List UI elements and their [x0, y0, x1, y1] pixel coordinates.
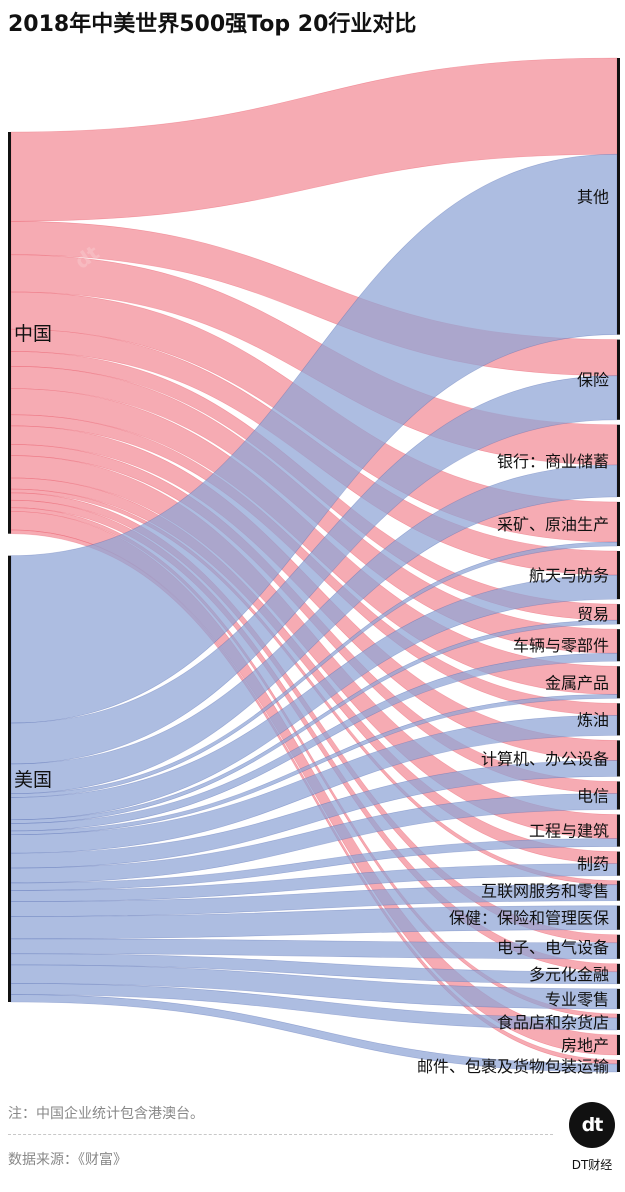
target-node-bar — [617, 781, 620, 810]
target-node-bar — [617, 963, 620, 984]
target-node-label: 邮件、包裹及货物包装运输 — [417, 1057, 609, 1076]
flow-link-1-8 — [10, 715, 618, 854]
target-node-label: 车辆与零部件 — [513, 636, 609, 655]
nodes — [8, 58, 620, 1072]
target-node-label: 互联网服务和零售 — [481, 882, 609, 901]
target-node-bar — [617, 629, 620, 662]
target-node-bar — [617, 551, 620, 600]
target-node-label: 多元化金融 — [529, 965, 609, 984]
target-node-bar — [617, 501, 620, 547]
target-node-bar — [617, 339, 620, 420]
flow-links — [10, 57, 618, 1073]
divider — [8, 1134, 553, 1135]
target-node-label: 工程与建筑 — [529, 822, 609, 841]
target-node-label: 航天与防务 — [529, 566, 609, 585]
data-source: 数据来源：《财富》 — [8, 1152, 127, 1168]
flow-link-1-7 — [10, 694, 618, 835]
source-node-label: 中国 — [14, 323, 52, 345]
target-node-label: 采矿、原油生产 — [497, 515, 609, 534]
target-node-label: 贸易 — [577, 605, 609, 624]
target-node-bar — [617, 988, 620, 1009]
target-node-bar — [617, 814, 620, 847]
target-node-bar — [617, 424, 620, 497]
flow-link-1-1 — [10, 375, 618, 765]
target-node-bar — [617, 1059, 620, 1072]
target-node-label: 计算机、办公设备 — [481, 749, 609, 768]
chart-title: 2018年中美世界500强Top 20行业对比 — [8, 12, 417, 37]
target-node-label: 保健：保险和管理医保 — [449, 909, 609, 928]
flow-link-1-13 — [10, 884, 618, 917]
source-node-label: 美国 — [14, 769, 52, 791]
source-node-bar — [8, 132, 11, 534]
target-node-label: 房地产 — [561, 1036, 609, 1055]
target-node-label: 专业零售 — [545, 990, 609, 1009]
brand-name: DT财经 — [571, 1158, 613, 1172]
target-node-bar — [617, 1034, 620, 1055]
target-node-bar — [617, 740, 620, 777]
flow-link-1-9 — [10, 760, 618, 869]
target-node-bar — [617, 666, 620, 699]
target-node-bar — [617, 58, 620, 335]
brand-logo: dt — [569, 1102, 615, 1148]
target-node-label: 其他 — [577, 187, 609, 206]
footnote: 注：中国企业统计包含港澳台。 — [8, 1106, 204, 1122]
flow-link-1-18 — [10, 983, 618, 1031]
target-node-label: 炼油 — [577, 710, 609, 729]
target-node-bar — [617, 880, 620, 901]
target-node-label: 电信 — [577, 787, 609, 806]
target-node-label: 银行：商业储蓄 — [497, 452, 609, 471]
target-node-label: 保险 — [577, 371, 609, 390]
target-node-label: 金属产品 — [545, 673, 609, 692]
target-node-bar — [617, 1013, 620, 1030]
target-node-bar — [617, 851, 620, 876]
target-node-label: 电子、电气设备 — [497, 938, 609, 957]
target-node-bar — [617, 905, 620, 930]
flow-link-1-12 — [10, 863, 618, 902]
flow-link-1-2 — [10, 464, 618, 795]
source-node-bar — [8, 555, 11, 1002]
target-node-bar — [617, 703, 620, 736]
flow-link-1-16 — [10, 953, 618, 985]
target-node-bar — [617, 604, 620, 625]
target-node-bar — [617, 934, 620, 959]
target-node-label: 食品店和杂货店 — [497, 1013, 609, 1032]
target-node-label: 制药 — [577, 855, 609, 874]
